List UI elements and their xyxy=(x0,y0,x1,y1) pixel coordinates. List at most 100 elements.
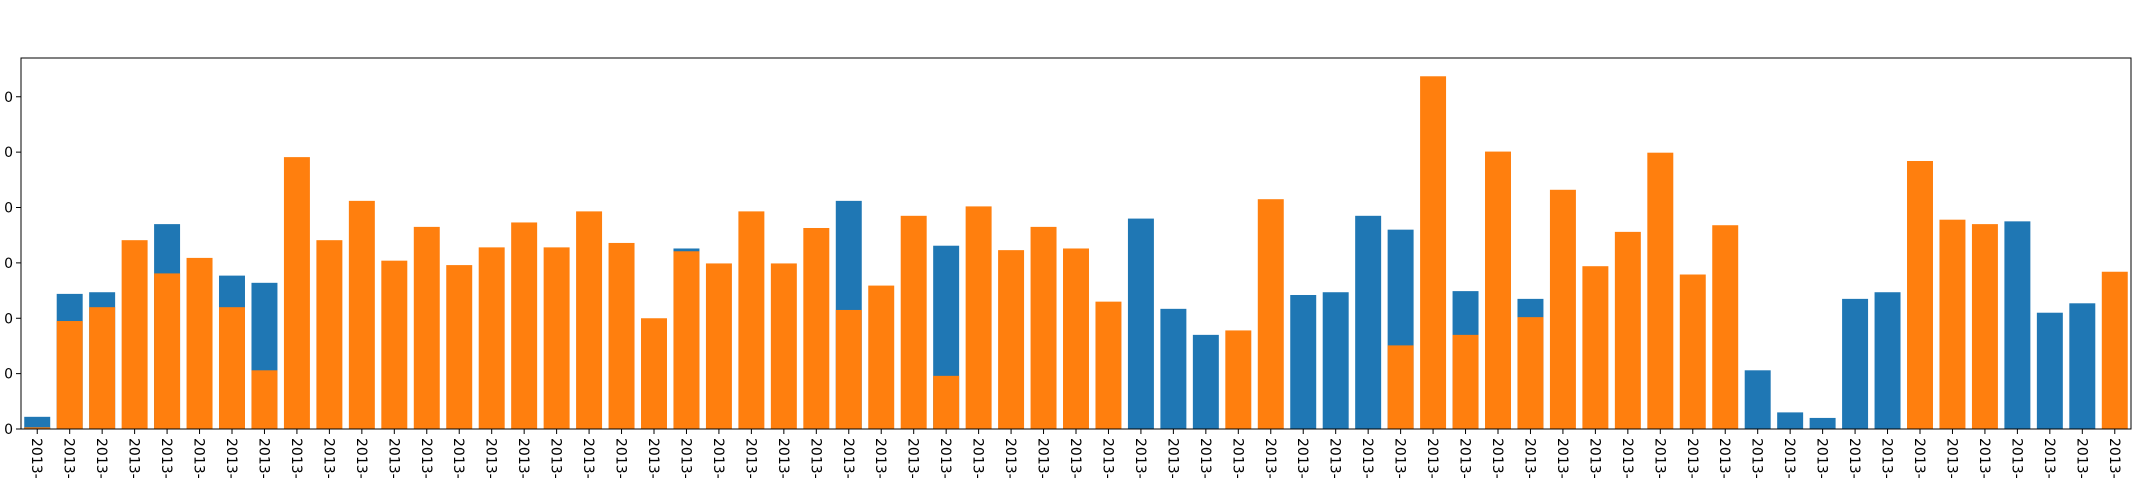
x-tick-label: 2013- xyxy=(2073,438,2089,479)
x-tick-label: 2013- xyxy=(126,438,142,479)
x-tick-label: 2013- xyxy=(937,438,953,479)
x-tick-label: 2013- xyxy=(28,438,44,479)
x-tick-label: 2013- xyxy=(288,438,304,479)
bar xyxy=(576,211,603,429)
x-tick-label: 2013- xyxy=(223,438,239,479)
bar xyxy=(641,318,667,429)
bar xyxy=(478,247,505,429)
bar xyxy=(2036,312,2063,429)
x-tick-label: 2013- xyxy=(1586,438,1602,479)
bar xyxy=(381,260,408,429)
x-tick-label: 2013- xyxy=(710,438,726,479)
x-tick-label: 2013- xyxy=(385,438,401,479)
bar xyxy=(186,257,213,429)
x-tick-label: 2013- xyxy=(1943,438,1959,479)
bar xyxy=(1095,301,1122,429)
bar xyxy=(1387,345,1414,429)
x-tick-label: 2013- xyxy=(1781,438,1797,479)
bar xyxy=(998,250,1025,429)
bar xyxy=(1971,224,1998,429)
x-tick-label: 2013- xyxy=(1651,438,1667,479)
x-tick-label: 2013- xyxy=(742,438,758,479)
x-tick-label: 2013- xyxy=(1457,438,1473,479)
bar xyxy=(543,247,570,429)
x-tick-label: 2013- xyxy=(580,438,596,479)
bar xyxy=(1874,292,1901,429)
bar xyxy=(446,265,473,429)
bar xyxy=(1777,412,1804,429)
x-tick-label: 2013- xyxy=(61,438,77,479)
x-tick-label: 2013- xyxy=(1197,438,1213,479)
x-tick-label: 2013- xyxy=(191,438,207,479)
bar xyxy=(1063,248,1089,429)
bar xyxy=(1809,417,1836,429)
bar xyxy=(1192,334,1219,429)
bar xyxy=(738,211,765,429)
x-tick-label: 2013- xyxy=(158,438,174,479)
x-tick-label: 2013- xyxy=(450,438,466,479)
x-tick-label: 2013- xyxy=(1814,438,1830,479)
bar xyxy=(2101,271,2128,429)
bar xyxy=(219,307,245,429)
x-tick-label: 2013- xyxy=(1489,438,1505,479)
bar xyxy=(121,240,148,429)
bar xyxy=(1355,215,1382,429)
bar xyxy=(1647,152,1674,430)
bar xyxy=(705,263,732,429)
x-tick-label: 2013- xyxy=(807,438,823,479)
x-tick-label: 2013- xyxy=(1327,438,1343,479)
x-tick-label: 2013- xyxy=(1424,438,1440,479)
x-tick-label: 2013- xyxy=(1262,438,1278,479)
bar xyxy=(1420,76,1447,429)
bar xyxy=(1452,334,1479,429)
x-tick-label: 2013- xyxy=(1716,438,1732,479)
x-tick-label: 2013- xyxy=(905,438,921,479)
bar xyxy=(1127,218,1154,429)
x-tick-label: 2013- xyxy=(1099,438,1115,479)
x-tick-label: 2013- xyxy=(1392,438,1408,479)
bar xyxy=(1907,160,1933,430)
x-tick-label: 2013- xyxy=(2008,438,2024,479)
bar xyxy=(2069,303,2096,429)
x-tick-label: 2013- xyxy=(1164,438,1180,479)
y-tick-label: 0 xyxy=(4,90,13,106)
x-tick-label: 2013- xyxy=(483,438,499,479)
bar xyxy=(1582,266,1609,429)
x-tick-label: 2013- xyxy=(840,438,856,479)
bar xyxy=(24,416,51,429)
x-tick-label: 2013- xyxy=(353,438,369,479)
x-tick-label: 2013- xyxy=(320,438,336,479)
x-tick-label: 2013- xyxy=(1002,438,1018,479)
bar xyxy=(1485,151,1511,429)
bar xyxy=(965,206,992,429)
bar xyxy=(1744,370,1771,429)
bar xyxy=(56,321,83,429)
x-tick-label: 2013- xyxy=(1911,438,1927,479)
bar xyxy=(1160,308,1187,429)
x-tick-label: 2013- xyxy=(1132,438,1148,479)
bar xyxy=(803,227,830,429)
bar xyxy=(933,375,960,429)
bar xyxy=(673,251,700,429)
x-tick-label: 2013- xyxy=(93,438,109,479)
x-tick-label: 2013- xyxy=(255,438,271,479)
bar xyxy=(835,309,862,429)
x-tick-label: 2013- xyxy=(1976,438,1992,479)
bar xyxy=(1290,294,1317,429)
bar xyxy=(1842,298,1869,429)
bar xyxy=(1517,317,1544,429)
y-tick-label: 0 xyxy=(4,145,13,161)
bar xyxy=(900,215,927,429)
bar xyxy=(1679,274,1706,429)
bar xyxy=(608,242,635,429)
x-tick-label: 2013- xyxy=(775,438,791,479)
y-tick-label: 0 xyxy=(4,256,13,272)
x-tick-label: 2013- xyxy=(677,438,693,479)
x-tick-label: 2013- xyxy=(1619,438,1635,479)
bar xyxy=(154,273,181,429)
bar xyxy=(251,370,278,429)
bar xyxy=(1225,330,1252,429)
y-tick-label: 0 xyxy=(4,422,13,438)
bar xyxy=(868,285,895,429)
